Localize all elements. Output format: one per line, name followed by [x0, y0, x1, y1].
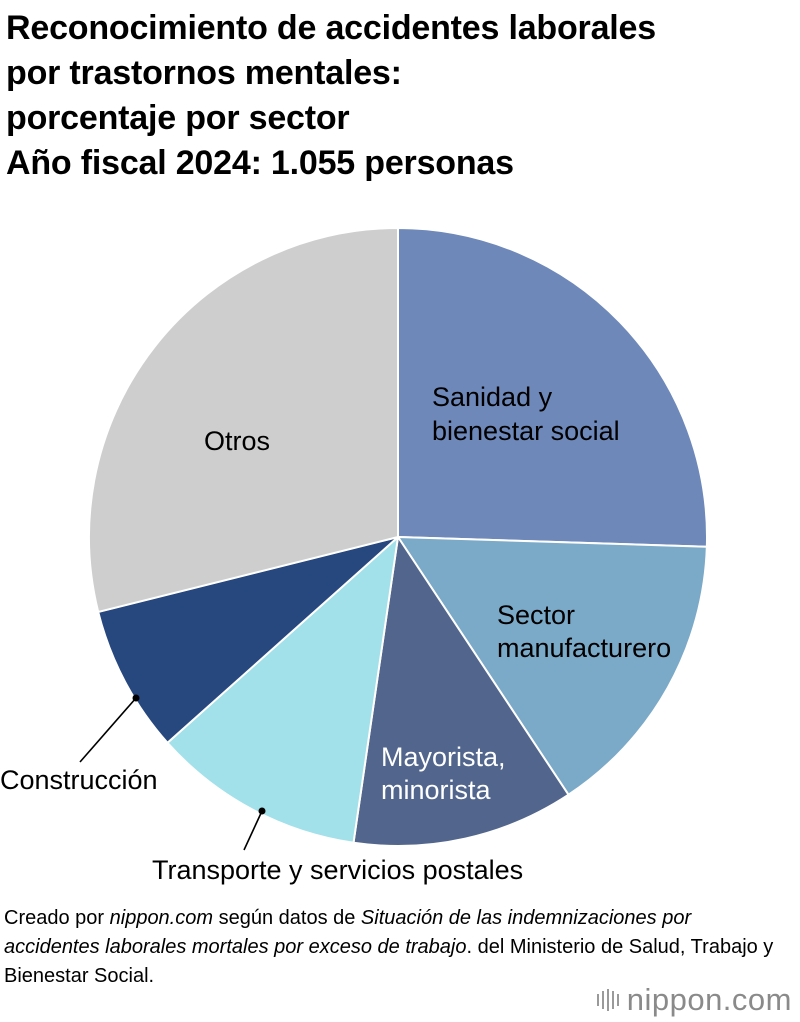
pie-slice-sanidad-y-bienestar-social [397, 227, 708, 548]
logo-text: nippon.com [626, 982, 792, 1017]
pie-slice-transporte-y-servicios-postales [166, 536, 399, 844]
pie-slice-construccion [97, 536, 399, 744]
label-mayorista-line1: Mayorista, [381, 742, 506, 772]
leader-dot-transporte [258, 807, 266, 815]
pie-slices [88, 227, 708, 847]
leader-dot-construccion [132, 694, 140, 702]
title-line-3: porcentaje por sector [6, 99, 350, 137]
label-sanidad-line1: Sanidad y [432, 382, 553, 412]
title-line-1: Reconocimiento de accidentes laborales [6, 9, 656, 47]
pie-slice-sector-manufacturero [397, 536, 708, 796]
pie-slice-otros [88, 227, 399, 613]
label-sanidad-line2: bienestar social [432, 416, 620, 446]
logo-bars-icon [596, 989, 619, 1011]
source-site: nippon.com [109, 907, 214, 929]
source-part-3: . del Ministerio de Salud, Trabajo y Bie… [4, 936, 774, 987]
label-manufactura-line1: Sector [497, 600, 575, 630]
title-line-2: por trastornos mentales: [6, 54, 402, 92]
label-construccion: Construcción [0, 765, 158, 795]
pie-slice-mayorista-minorista [352, 536, 570, 847]
chart-title: Reconocimiento de accidentes laborales p… [6, 6, 656, 186]
label-transporte: Transporte y servicios postales [152, 855, 523, 885]
label-mayorista-line2: minorista [381, 775, 492, 805]
source-document: Situación de las indemnizaciones por acc… [4, 907, 692, 958]
leader-line-construccion [79, 697, 137, 763]
source-note: Creado por nippon.com según datos de Sit… [4, 904, 784, 991]
source-part-1: Creado por [4, 907, 110, 929]
source-part-2: según datos de [213, 907, 361, 929]
leader-line-transporte [243, 810, 263, 851]
label-manufactura-line2: manufacturero [497, 633, 671, 663]
label-otros: Otros [204, 426, 270, 456]
title-line-4: Año fiscal 2024: 1.055 personas [6, 144, 514, 182]
nippon-logo: nippon.com [596, 982, 792, 1018]
